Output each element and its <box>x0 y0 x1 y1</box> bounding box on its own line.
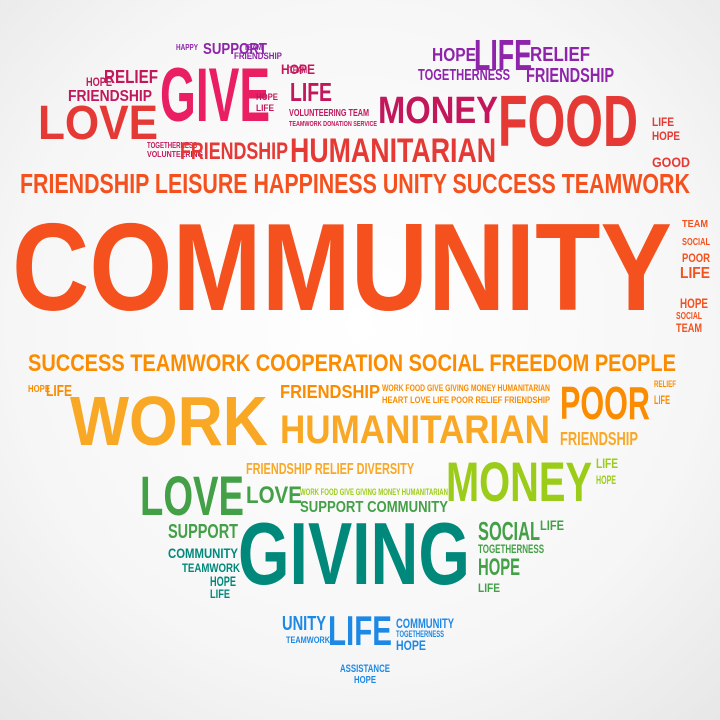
word-life: LIFE <box>474 31 532 80</box>
word-support-community: SUPPORT COMMUNITY <box>300 499 448 516</box>
word-team: TEAM <box>682 219 708 230</box>
word-life: LIFE <box>210 587 230 601</box>
word-community: COMMUNITY <box>12 199 672 337</box>
word-life: LIFE <box>540 517 565 533</box>
word-love: LOVE <box>246 482 302 509</box>
word-happy: HAPPY <box>176 43 198 52</box>
word-giving: GIVING <box>238 504 470 603</box>
word-teamwork: TEAMWORK <box>286 635 331 645</box>
word-hope: HOPE <box>86 75 112 89</box>
word-volunteering-team: VOLUNTEERING TEAM <box>289 108 370 119</box>
word-life: LIFE <box>596 455 618 471</box>
word-social: SOCIAL <box>676 311 702 322</box>
word-life: LIFE <box>328 607 392 654</box>
word-work: WORK <box>70 382 268 460</box>
word-hope: HOPE <box>28 384 50 395</box>
word-work-food-give-giving-money-humanitarian: WORK FOOD GIVE GIVING MONEY HUMANITARIAN <box>300 487 448 497</box>
word-team: TEAM <box>244 43 263 52</box>
word-assistance: ASSISTANCE <box>340 663 390 675</box>
word-team: TEAM <box>676 321 703 335</box>
word-life: LIFE <box>652 115 674 129</box>
word-friendship: FRIENDSHIP <box>526 65 615 87</box>
word-food: FOOD <box>498 82 638 162</box>
word-hope: HOPE <box>478 554 521 581</box>
word-humanitarian: HUMANITARIAN <box>290 132 497 170</box>
word-love: LOVE <box>38 97 158 150</box>
word-friendship: FRIENDSHIP <box>68 88 153 105</box>
word-money: MONEY <box>446 450 593 513</box>
word-togetherness: TOGETHERNESS <box>147 141 198 150</box>
word-social: SOCIAL <box>478 516 540 546</box>
word-hope: HOPE <box>210 573 236 589</box>
word-friendship-relief-diversity: FRIENDSHIP RELIEF DIVERSITY <box>246 461 415 478</box>
word-unity: UNITY <box>282 613 326 635</box>
word-hope: HOPE <box>596 473 617 487</box>
word-heart-love-life-poor-relief-friendship: HEART LOVE LIFE POOR RELIEF FRIENDSHIP <box>382 395 551 405</box>
word-life: LIFE <box>654 393 670 407</box>
word-life: LIFE <box>478 581 500 595</box>
word-hope: HOPE <box>281 61 316 77</box>
word-give: GIVE <box>160 53 271 138</box>
word-hope: HOPE <box>652 129 680 143</box>
word-life: LIFE <box>680 265 710 282</box>
word-success-teamwork-cooperation-social-freedom-people: SUCCESS TEAMWORK COOPERATION SOCIAL FREE… <box>28 350 676 377</box>
word-humanitarian: HUMANITARIAN <box>280 408 550 452</box>
word-support: SUPPORT <box>203 41 267 58</box>
word-friendship: FRIENDSHIP <box>180 138 289 165</box>
word-community: COMMUNITY <box>396 615 455 631</box>
word-community: COMMUNITY <box>168 545 239 561</box>
word-hope: HOPE <box>680 295 709 311</box>
word-friendship: FRIENDSHIP <box>234 51 282 61</box>
word-work-food-give-giving-money-humanitarian: WORK FOOD GIVE GIVING MONEY HUMANITARIAN <box>382 383 550 393</box>
word-life: LIFE <box>46 383 73 400</box>
word-hope: HOPE <box>256 92 278 102</box>
word-teamwork-donation-service: TEAMWORK DONATION SERVICE <box>289 121 378 128</box>
word-love: LOVE <box>140 464 244 527</box>
word-support: SUPPORT <box>168 521 239 543</box>
word-friendship: FRIENDSHIP <box>280 382 380 402</box>
word-relief: RELIEF <box>104 67 159 87</box>
word-togetherness: TOGETHERNESS <box>418 67 510 84</box>
word-hope: HOPE <box>396 637 427 653</box>
word-life: LIFE <box>290 77 332 107</box>
word-togetherness: TOGETHERNESS <box>396 629 445 639</box>
word-money: MONEY <box>378 90 498 132</box>
word-hope: HOPE <box>432 45 476 65</box>
word-team: TEAM <box>289 65 308 75</box>
word-social: SOCIAL <box>682 237 710 248</box>
word-volunteering: VOLUNTEERING <box>147 150 203 159</box>
word-friendship-leisure-happiness-unity-success-teamwork: FRIENDSHIP LEISURE HAPPINESS UNITY SUCCE… <box>20 168 690 199</box>
word-relief: RELIEF <box>530 44 591 66</box>
word-hope: HOPE <box>354 675 376 686</box>
word-relief: RELIEF <box>654 379 676 389</box>
word-poor: POOR <box>682 251 710 265</box>
word-good: GOOD <box>652 154 690 170</box>
word-life: LIFE <box>256 103 274 113</box>
word-friendship: FRIENDSHIP <box>560 429 638 449</box>
word-togetherness: TOGETHERNESS <box>478 542 545 556</box>
word-teamwork: TEAMWORK <box>182 561 241 575</box>
word-poor: POOR <box>560 377 650 429</box>
